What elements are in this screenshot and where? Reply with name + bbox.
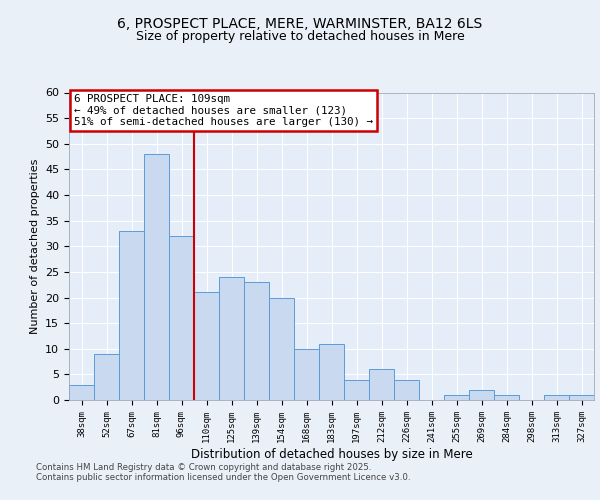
Text: Size of property relative to detached houses in Mere: Size of property relative to detached ho… [136, 30, 464, 43]
Bar [269, 298, 294, 400]
Bar [219, 277, 244, 400]
Bar [319, 344, 344, 400]
Bar [294, 349, 319, 400]
Bar [344, 380, 369, 400]
Bar [544, 395, 569, 400]
Bar [119, 231, 144, 400]
Bar [394, 380, 419, 400]
Y-axis label: Number of detached properties: Number of detached properties [29, 158, 40, 334]
Bar [69, 384, 94, 400]
Bar [194, 292, 219, 400]
Text: 6 PROSPECT PLACE: 109sqm
← 49% of detached houses are smaller (123)
51% of semi-: 6 PROSPECT PLACE: 109sqm ← 49% of detach… [74, 94, 373, 127]
Bar [569, 395, 594, 400]
Bar [144, 154, 169, 400]
X-axis label: Distribution of detached houses by size in Mere: Distribution of detached houses by size … [191, 448, 472, 460]
Text: Contains HM Land Registry data © Crown copyright and database right 2025.
Contai: Contains HM Land Registry data © Crown c… [36, 462, 410, 482]
Bar [369, 369, 394, 400]
Bar [494, 395, 519, 400]
Bar [469, 390, 494, 400]
Bar [444, 395, 469, 400]
Bar [169, 236, 194, 400]
Text: 6, PROSPECT PLACE, MERE, WARMINSTER, BA12 6LS: 6, PROSPECT PLACE, MERE, WARMINSTER, BA1… [118, 18, 482, 32]
Bar [244, 282, 269, 400]
Bar [94, 354, 119, 400]
